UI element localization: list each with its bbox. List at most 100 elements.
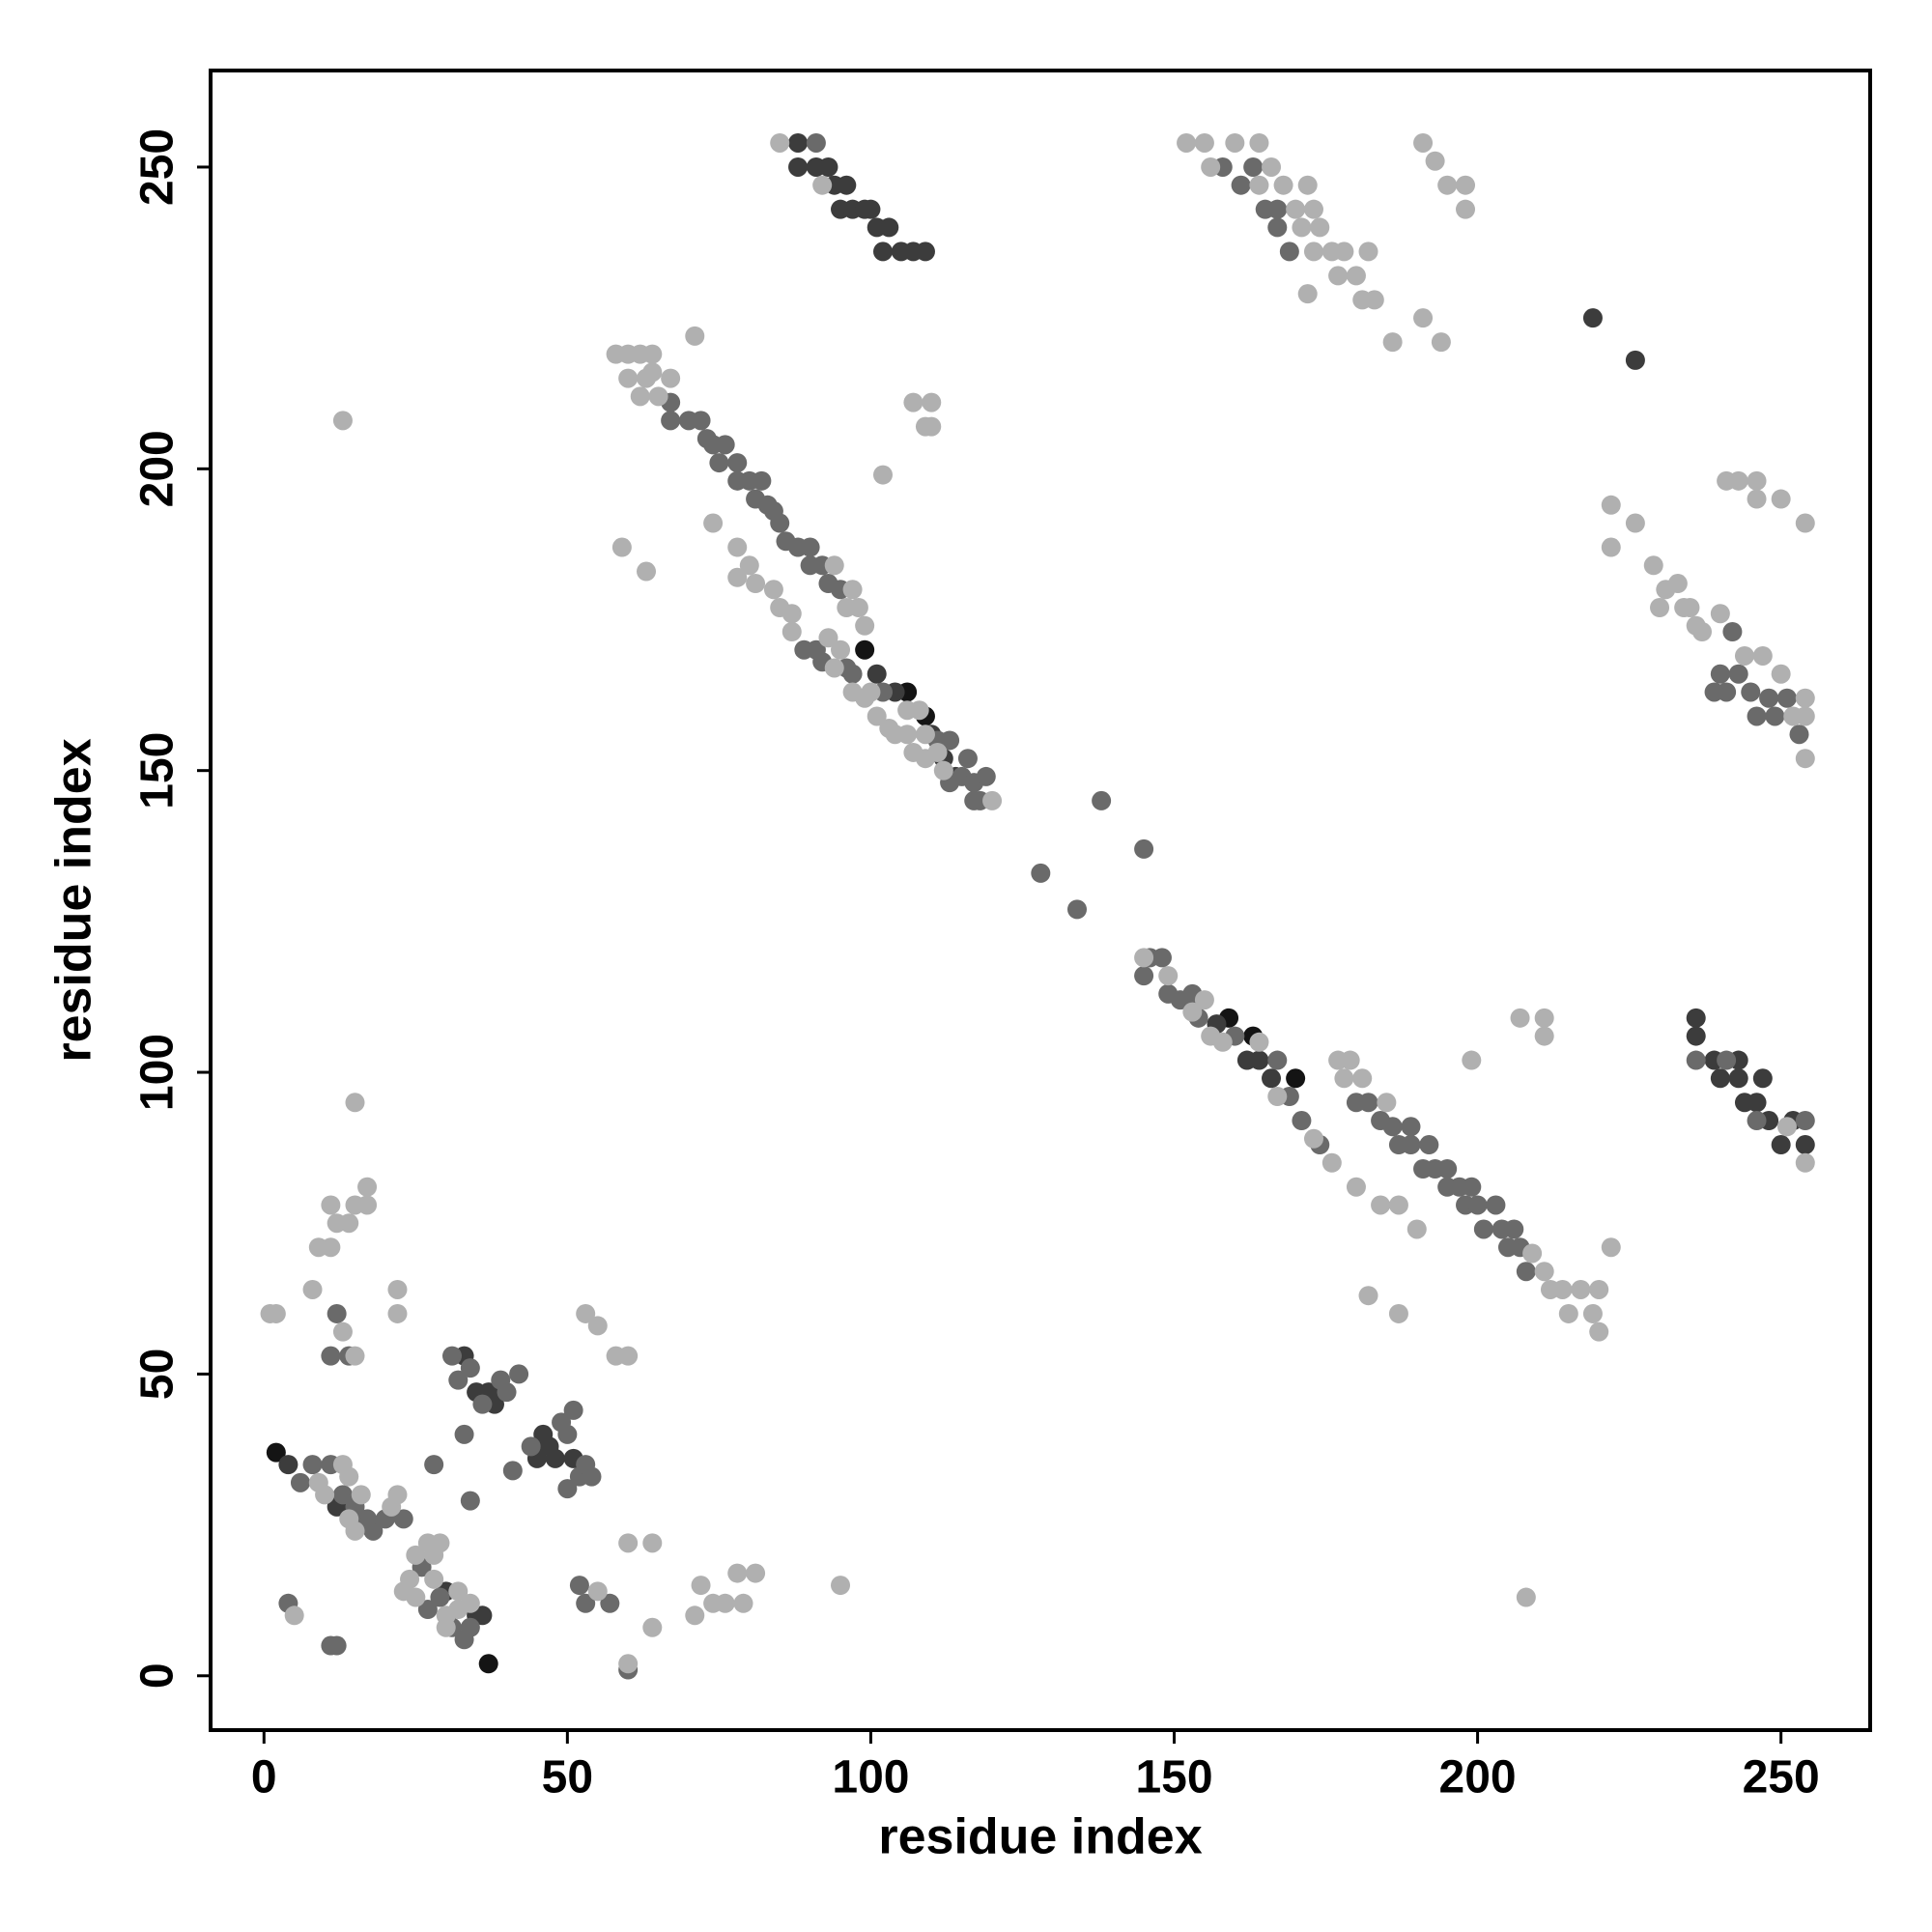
point [727, 453, 748, 473]
point [1795, 1111, 1815, 1131]
point [1231, 175, 1251, 195]
point [1303, 1128, 1323, 1149]
point [315, 1485, 335, 1505]
point [611, 537, 632, 557]
point [1321, 1152, 1342, 1173]
point [1776, 688, 1797, 708]
point [648, 386, 668, 407]
point [1371, 1195, 1391, 1215]
point [1473, 1219, 1493, 1239]
point [302, 1279, 323, 1299]
point [1267, 217, 1288, 238]
point [1467, 1195, 1488, 1215]
point [1249, 1050, 1269, 1070]
point [1795, 1135, 1815, 1155]
point [387, 1303, 408, 1323]
point [618, 368, 639, 388]
point [576, 1303, 596, 1323]
point [618, 1654, 639, 1674]
point [1249, 132, 1269, 153]
point [1303, 199, 1323, 219]
point [321, 1237, 341, 1258]
point [903, 392, 923, 412]
point [1456, 199, 1476, 219]
point [867, 664, 887, 684]
point [327, 1303, 347, 1323]
point [460, 1491, 480, 1511]
point [1292, 217, 1312, 238]
point [715, 435, 735, 455]
point [642, 362, 663, 383]
point [1650, 598, 1670, 618]
point [1201, 156, 1221, 177]
point [332, 1455, 353, 1475]
point [872, 242, 893, 262]
y-tick-label: 100 [132, 1034, 184, 1111]
point [1582, 308, 1603, 328]
point [861, 199, 881, 219]
point [545, 1448, 565, 1468]
point [1358, 242, 1378, 262]
point [424, 1455, 444, 1475]
point [563, 1400, 583, 1420]
point [1601, 495, 1621, 515]
point [1346, 266, 1366, 286]
point [1534, 1026, 1554, 1046]
point [417, 1600, 438, 1620]
point [940, 730, 960, 751]
point [1194, 990, 1214, 1010]
point [1752, 645, 1773, 666]
point [1388, 1303, 1408, 1323]
point [1425, 151, 1445, 171]
point [818, 156, 838, 177]
point [812, 175, 833, 195]
point [478, 1654, 498, 1674]
point [521, 1436, 541, 1457]
point [1358, 1286, 1378, 1306]
point [915, 242, 935, 262]
point [879, 217, 899, 238]
point [1286, 1068, 1306, 1089]
point [1382, 332, 1403, 353]
point [727, 537, 748, 557]
point [842, 580, 863, 600]
point [321, 1635, 341, 1656]
point [1643, 555, 1663, 576]
point [436, 1617, 456, 1637]
point [284, 1605, 304, 1626]
point [1437, 1159, 1458, 1179]
x-axis-title: residue index [878, 1809, 1202, 1865]
point [630, 386, 650, 407]
point [1728, 664, 1748, 684]
point [587, 1581, 608, 1602]
point [278, 1455, 298, 1475]
point [1462, 1050, 1482, 1070]
point [642, 1617, 663, 1637]
point [1795, 706, 1815, 726]
point [472, 1605, 493, 1626]
point [824, 658, 844, 678]
x-tick-label: 0 [251, 1752, 277, 1804]
point [1589, 1321, 1609, 1342]
point [1273, 175, 1293, 195]
point [1158, 966, 1179, 986]
point [497, 1382, 517, 1403]
point [781, 604, 802, 624]
point [1734, 645, 1754, 666]
point [855, 615, 875, 636]
point [406, 1587, 426, 1607]
point [266, 1442, 286, 1463]
point [855, 639, 875, 660]
point [1771, 1135, 1791, 1155]
point [1522, 1243, 1543, 1264]
point [752, 470, 772, 491]
point [982, 790, 1003, 810]
point [1771, 489, 1791, 509]
point [1504, 1219, 1524, 1239]
point [1413, 308, 1434, 328]
point [1625, 350, 1645, 370]
point [1728, 1068, 1748, 1089]
point [1534, 1008, 1554, 1028]
point [1601, 1237, 1621, 1258]
